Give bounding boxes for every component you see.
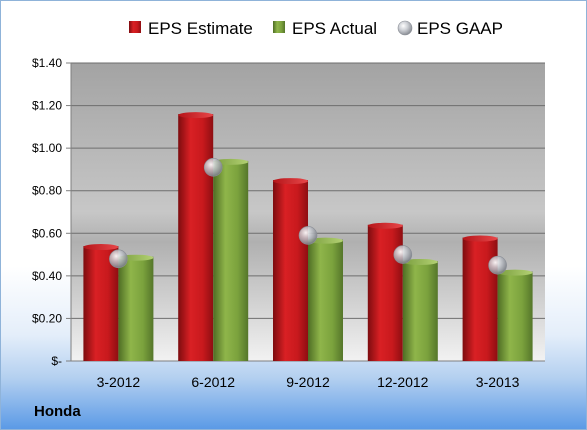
marker-eps-gaap (488, 255, 507, 275)
x-tick-label: 12-2012 (377, 374, 429, 390)
bar-eps-actual (497, 269, 533, 361)
bar-eps-actual-body (118, 256, 154, 361)
legend-eps-gaap-swatch (397, 20, 413, 36)
legend-eps-actual-label: EPS Actual (292, 19, 377, 38)
bar-eps-actual-top (497, 269, 533, 276)
bar-eps-estimate-body (367, 224, 403, 361)
bar-eps-actual-body (497, 271, 533, 361)
legend: EPS Estimate EPS Actual EPS GAAP (129, 19, 503, 38)
bar-eps-actual-top (308, 237, 343, 244)
y-tick-label: $0.80 (32, 184, 62, 198)
marker-eps-gaap (298, 226, 318, 245)
legend-eps-estimate-label: EPS Estimate (148, 19, 253, 38)
bar-eps-actual-top (402, 258, 438, 265)
legend-eps-estimate: EPS Estimate (129, 19, 253, 38)
y-tick-label: $0.40 (32, 269, 62, 283)
bar-eps-actual-top (213, 158, 249, 165)
bar-eps-actual (402, 258, 438, 361)
x-tick-label: 6-2012 (191, 374, 235, 390)
bar-eps-actual (308, 237, 343, 361)
bar-eps-estimate (273, 178, 308, 361)
bar-eps-estimate-body (273, 180, 308, 361)
y-tick-label: $0.60 (32, 226, 62, 240)
bar-eps-actual-body (402, 260, 438, 361)
y-tick-label: $1.00 (32, 141, 62, 155)
bar-eps-actual-body (213, 160, 249, 361)
x-axis-ticks: 3-2012 6-2012 9-2012 12-2012 3-2013 (97, 374, 520, 390)
bar-eps-actual (213, 158, 249, 361)
bar-eps-estimate-body (462, 237, 498, 361)
bar-eps-estimate-body (178, 114, 214, 361)
y-tick-label: $1.20 (32, 99, 62, 113)
bar-eps-estimate-top (273, 178, 308, 185)
marker-eps-gaap (109, 249, 128, 269)
y-tick-label: $- (51, 354, 62, 368)
marker-eps-gaap (203, 158, 223, 177)
company-name: Honda (34, 403, 81, 420)
y-tick-label: $1.40 (32, 56, 62, 70)
bar-eps-estimate (462, 235, 498, 361)
bar-eps-estimate-top (367, 222, 403, 229)
bar-eps-estimate-top (462, 235, 498, 242)
bar-eps-actual-body (308, 239, 343, 361)
legend-eps-gaap: EPS GAAP (397, 19, 503, 38)
x-tick-label: 3-2012 (97, 374, 141, 390)
x-tick-label: 9-2012 (286, 374, 330, 390)
gaap-markers (109, 158, 507, 275)
bar-eps-estimate-top (83, 244, 119, 251)
legend-eps-actual: EPS Actual (273, 19, 377, 38)
bars (83, 112, 533, 361)
bar-eps-estimate-top (178, 112, 214, 119)
legend-eps-estimate-swatch (129, 21, 141, 33)
bar-eps-actual (118, 254, 154, 361)
bar-eps-estimate (367, 222, 403, 361)
legend-eps-actual-swatch (273, 21, 285, 33)
bar-eps-estimate (83, 244, 119, 361)
marker-eps-gaap (393, 245, 413, 264)
legend-eps-gaap-label: EPS GAAP (417, 19, 503, 38)
x-tick-label: 3-2013 (476, 374, 520, 390)
y-tick-label: $0.20 (32, 311, 62, 325)
y-axis-ticks: $- $0.20 $0.40 $0.60 $0.80 $1.00 $1.20 $1.40 (32, 56, 62, 368)
bar-eps-estimate (178, 112, 214, 361)
